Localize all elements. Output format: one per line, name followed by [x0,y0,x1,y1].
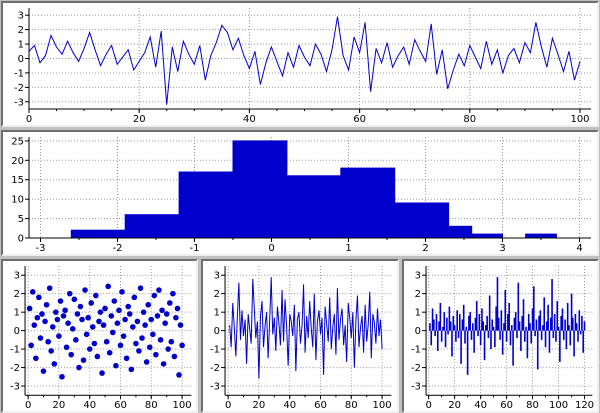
x-tick-label: 0 [268,243,274,254]
y-tick-label: 2 [214,289,220,300]
y-tick-label: 10 [11,195,24,206]
y-tick-label: 1 [14,308,20,319]
series [428,277,585,375]
y-tick-label: 2 [18,25,24,36]
gridlines [425,266,592,396]
stem-chart[interactable]: 0 20 40 60 80 100 120 3 2 1 0 -1 -2 -3 [404,261,597,411]
axes: -3 -2 -1 0 1 2 3 4 0 5 10 15 20 25 [11,136,591,254]
y-tick-label: -1 [210,345,220,356]
bottom-row: 0 20 40 60 80 100 3 2 1 0 -1 -2 -3 0 20 40 60 80 100 3 2 1 0-… [1,259,599,413]
x-tick-label: 20 [133,114,146,125]
y-tick-label: 0 [18,54,24,65]
stem-panel: 0 20 40 60 80 100 120 3 2 1 0 -1 -2 -3 [401,259,599,413]
y-tick-label: 3 [414,271,420,282]
x-tick-label: 60 [314,400,327,411]
x-tick-label: 100 [549,400,568,411]
y-tick-label: 0 [18,234,24,245]
histogram-panel: -3 -2 -1 0 1 2 3 4 0 5 10 15 20 25 [1,130,599,256]
x-tick-label: 4 [576,243,582,254]
y-tick-label: 2 [414,289,420,300]
series [26,283,185,380]
x-tick-label: 0 [25,400,31,411]
x-tick-label: 0 [225,400,231,411]
x-tick-label: 20 [253,400,266,411]
x-tick-label: 80 [463,114,476,125]
x-tick-label: 0 [425,400,431,411]
gridlines [28,8,591,109]
x-tick-label: 120 [575,400,594,411]
scatter-panel: 0 20 40 60 80 100 3 2 1 0 -1 -2 -3 [1,259,199,413]
y-tick-label: 3 [18,11,24,22]
x-tick-label: 20 [53,400,66,411]
y-tick-label: 3 [14,271,20,282]
x-tick-label: 40 [284,400,297,411]
x-tick-label: 80 [526,400,539,411]
x-tick-label: 60 [353,114,366,125]
x-tick-label: -2 [113,243,123,254]
y-tick-label: -2 [10,363,20,374]
series [70,140,557,239]
x-tick-label: 60 [500,400,513,411]
scatter-chart[interactable]: 0 20 40 60 80 100 3 2 1 0 -1 -2 -3 [3,261,196,411]
y-tick-label: -1 [411,345,421,356]
x-tick-label: 60 [114,400,127,411]
x-tick-label: 20 [448,400,461,411]
timeseries-chart[interactable]: 0 20 40 60 80 100 3 2 1 0 -1 -2 -3 [3,3,597,125]
y-tick-label: -2 [210,363,220,374]
y-tick-label: 0 [214,326,220,337]
x-tick-label: 100 [570,114,589,125]
x-tick-label: 0 [26,114,32,125]
series [28,16,581,105]
x-tick-label: -1 [190,243,200,254]
histogram-chart[interactable]: -3 -2 -1 0 1 2 3 4 0 5 10 15 20 25 [3,132,597,254]
y-tick-label: 25 [11,136,24,147]
y-tick-label: 1 [414,308,420,319]
y-tick-label: 0 [14,326,20,337]
series [229,277,383,379]
y-tick-label: -2 [411,363,421,374]
x-tick-label: 2 [422,243,428,254]
timeseries-panel: 0 20 40 60 80 100 3 2 1 0 -1 -2 -3 [1,1,599,127]
x-tick-label: -3 [36,243,46,254]
y-tick-label: 1 [18,40,24,51]
axes: 0 20 40 60 80 100 3 2 1 0 -1 -2 -3 [14,8,591,125]
y-tick-label: 5 [18,214,24,225]
noise-line-panel: 0 20 40 60 80 100 3 2 1 0 -1 -2 -3 [201,259,399,413]
axes: 0 20 40 60 80 100 3 2 1 0 -1 -2 -3 [10,266,192,411]
y-tick-label: 2 [14,289,20,300]
y-tick-label: -3 [411,382,421,393]
y-tick-label: 1 [214,308,220,319]
x-tick-label: 40 [243,114,256,125]
noise-line-chart[interactable]: 0 20 40 60 80 100 3 2 1 0 -1 -2 -3 [203,261,396,411]
x-tick-label: 1 [345,243,351,254]
y-tick-label: -3 [14,97,24,108]
gridlines [25,266,192,396]
y-tick-label: -3 [10,382,20,393]
y-tick-label: -2 [14,83,24,94]
y-tick-label: 15 [11,175,24,186]
y-tick-label: -3 [210,382,220,393]
y-tick-label: 20 [11,156,24,167]
x-tick-label: 40 [83,400,96,411]
x-tick-label: 40 [474,400,487,411]
y-tick-label: 0 [414,326,420,337]
x-tick-label: 100 [373,400,392,411]
y-tick-label: -1 [14,68,24,79]
x-tick-label: 3 [499,243,505,254]
y-tick-label: 3 [214,271,220,282]
x-tick-label: 80 [145,400,158,411]
y-tick-label: -1 [10,345,20,356]
x-tick-label: 80 [345,400,358,411]
x-tick-label: 100 [173,400,192,411]
